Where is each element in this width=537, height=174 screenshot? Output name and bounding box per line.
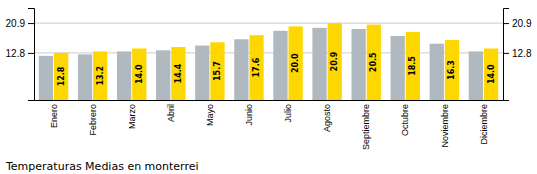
series	[39, 28, 483, 100]
tick-label: Agosto	[322, 104, 332, 132]
bar	[249, 35, 263, 100]
bar	[93, 51, 107, 100]
tick: 12.8	[6, 48, 34, 59]
series	[54, 23, 498, 100]
data-label: 18.5	[408, 56, 417, 76]
bar	[391, 36, 405, 100]
y2-axis: 12.8 20.9	[503, 9, 532, 101]
data-label: 14.4	[174, 63, 183, 83]
tick-label: Julio	[283, 104, 293, 123]
tick: Noviembre	[440, 104, 450, 148]
bars	[39, 23, 498, 100]
data-label: 17.6	[252, 57, 261, 77]
tick-label: Noviembre	[440, 104, 450, 148]
tick: Agosto	[322, 104, 332, 132]
bar	[351, 29, 365, 100]
tick-mark	[503, 53, 509, 54]
tick-label: Mayo	[205, 104, 215, 126]
bar	[484, 48, 498, 100]
tick-label: 12.8	[6, 48, 26, 59]
data-label: 12.8	[57, 66, 66, 86]
tick-label: Junio	[244, 104, 254, 126]
bar	[117, 51, 131, 100]
bar	[367, 25, 381, 100]
plot: 12.8 13.2 14.0 14.4 15.7 17.6 20.0 20.9 20.5 18.5…	[6, 9, 532, 151]
bar	[273, 31, 287, 100]
data-label: 14.0	[487, 64, 496, 84]
tick-label: Abril	[166, 104, 176, 122]
bar	[234, 39, 248, 100]
bar	[171, 47, 185, 100]
y-axis: 12.8 20.9	[6, 9, 35, 101]
grid-line	[34, 23, 503, 24]
x-axis: Enero Febrero Marzo Abril Mayo Junio Julio Agos…	[35, 101, 504, 151]
bar	[156, 50, 170, 100]
y2-axis-line	[504, 9, 510, 101]
bar	[445, 40, 459, 100]
tick: Mayo	[205, 104, 215, 126]
y-axis-line	[28, 9, 35, 101]
tick: Enero	[49, 104, 59, 128]
data-label: 16.3	[447, 60, 456, 80]
bar	[78, 54, 92, 100]
tick-label: Septiembre	[361, 104, 371, 150]
tick-label: Febrero	[88, 104, 98, 136]
tick-label: 20.9	[6, 18, 26, 29]
title: Temperaturas Medias en monterrei	[5, 160, 199, 173]
tick: Septiembre	[361, 104, 371, 150]
chart: 12.8 13.2 14.0 14.4 15.7 17.6 20.0 20.9 20.5 18.5…	[0, 0, 537, 174]
bar	[328, 23, 342, 100]
bar	[195, 46, 209, 100]
bar	[406, 32, 420, 100]
bar	[469, 51, 483, 100]
bar	[54, 53, 68, 100]
bar	[210, 42, 224, 100]
data-labels: 12.8 13.2 14.0 14.4 15.7 17.6 20.0 20.9 20.5 18.5…	[57, 51, 496, 86]
tick: 12.8	[503, 48, 532, 59]
tick-mark	[28, 23, 34, 24]
tick: Julio	[283, 104, 293, 123]
bar	[312, 28, 326, 100]
tick-label: Diciembre	[479, 104, 489, 145]
tick-label: Octubre	[400, 104, 410, 136]
tick-label: Enero	[49, 104, 59, 128]
tick: 20.9	[6, 18, 34, 29]
bar	[39, 56, 53, 100]
x-axis-line	[35, 100, 504, 101]
data-label: 20.9	[330, 51, 339, 71]
tick: Marzo	[127, 104, 137, 129]
tick: Junio	[244, 104, 254, 126]
data-label: 13.2	[96, 66, 105, 86]
data-label: 20.5	[369, 52, 378, 72]
bar	[288, 26, 302, 100]
tick-label: 12.8	[512, 48, 532, 59]
tick: Diciembre	[479, 104, 489, 145]
tick: 20.9	[503, 18, 532, 29]
tick-label: 20.9	[512, 18, 532, 29]
data-label: 15.7	[213, 61, 222, 81]
bar	[132, 48, 146, 100]
tick-label: Marzo	[127, 104, 137, 129]
tick: Febrero	[88, 104, 98, 136]
tick-mark	[503, 23, 509, 24]
tick: Abril	[166, 104, 176, 122]
tick: Octubre	[400, 104, 410, 136]
data-label: 14.0	[135, 64, 144, 84]
data-label: 20.0	[291, 53, 300, 73]
tick-mark	[28, 53, 34, 54]
bar	[430, 44, 444, 100]
